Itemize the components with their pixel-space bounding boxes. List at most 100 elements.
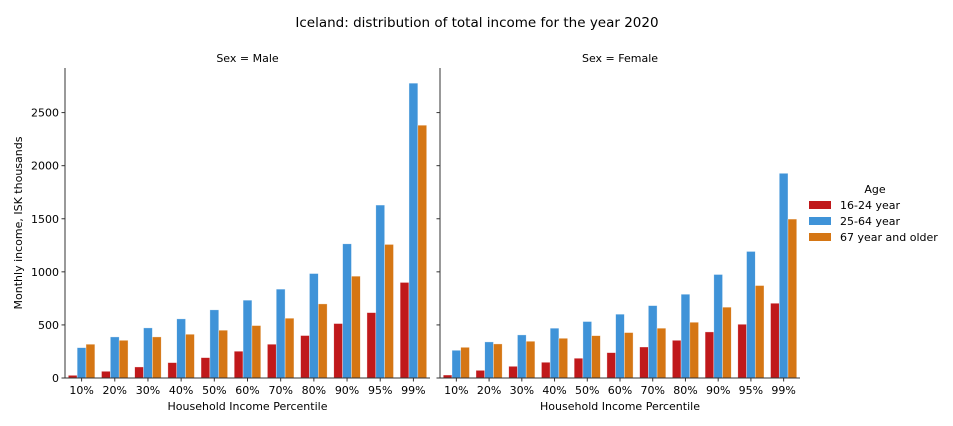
bar-16-24-year-90%	[333, 323, 343, 379]
bar-16-24-year-80%	[300, 335, 310, 379]
x-tick-label: 70%	[268, 384, 292, 397]
x-tick-label: 20%	[103, 384, 127, 397]
bar-25-64-year-10%	[451, 349, 462, 379]
x-tick-label: 40%	[542, 384, 566, 397]
bar-16-24-year-20%	[101, 371, 111, 379]
bar-25-64-year-99%	[408, 82, 419, 379]
legend-label: 25-64 year	[840, 215, 900, 228]
bar-25-64-year-80%	[309, 273, 319, 379]
bar-67-year-and-older-95%	[384, 244, 394, 379]
x-tick-label: 95%	[368, 384, 392, 397]
x-tick-label: 90%	[335, 384, 359, 397]
bar-16-24-year-70%	[267, 343, 277, 379]
legend-label: 67 year and older	[840, 231, 938, 244]
x-tick-label: 90%	[706, 384, 730, 397]
bar-67-year-and-older-80%	[689, 321, 699, 379]
x-tick-label: 30%	[136, 384, 160, 397]
bar-67-year-and-older-30%	[152, 336, 162, 379]
legend-label: 16-24 year	[840, 199, 900, 212]
bar-67-year-and-older-90%	[722, 306, 732, 379]
bar-67-year-and-older-20%	[118, 340, 129, 379]
x-tick-label: 95%	[739, 384, 763, 397]
bar-16-24-year-70%	[639, 346, 649, 379]
bar-25-64-year-80%	[680, 293, 691, 379]
bar-16-24-year-40%	[541, 361, 551, 379]
y-tick-label: 1500	[31, 213, 59, 226]
bar-67-year-and-older-95%	[754, 285, 765, 379]
legend-swatch	[809, 217, 831, 225]
x-axis-label: Household Income Percentile	[168, 400, 328, 413]
panel-female: Sex = Female 10% 20% 30% 40% 50% 60% 70% 80% 90% 9…	[436, 52, 800, 413]
bar-16-24-year-90%	[704, 331, 715, 379]
bar-67-year-and-older-99%	[417, 124, 427, 379]
bar-25-64-year-90%	[713, 274, 723, 379]
x-tick-label: 40%	[169, 384, 193, 397]
bar-67-year-and-older-70%	[284, 317, 295, 379]
y-tick-label: 500	[38, 319, 59, 332]
bar-16-24-year-99%	[770, 302, 780, 379]
legend: Age 16-24 year 25-64 year 67 year and olde…	[809, 183, 938, 244]
x-tick-label: 60%	[235, 384, 259, 397]
x-tick-label: 10%	[69, 384, 93, 397]
bar-67-year-and-older-20%	[493, 343, 503, 379]
bar-16-24-year-20%	[475, 370, 486, 379]
y-tick-label: 0	[52, 372, 59, 385]
bar-16-24-year-60%	[606, 352, 616, 379]
x-tick-label: 10%	[444, 384, 468, 397]
x-tick-label: 70%	[641, 384, 665, 397]
bar-25-64-year-70%	[275, 288, 286, 379]
y-tick-label: 1000	[31, 266, 59, 279]
bar-67-year-and-older-99%	[787, 218, 798, 379]
bar-25-64-year-95%	[746, 251, 756, 379]
bar-25-64-year-90%	[342, 243, 352, 379]
bar-25-64-year-30%	[143, 327, 153, 379]
x-tick-label: 80%	[673, 384, 697, 397]
bar-25-64-year-40%	[549, 327, 560, 379]
bar-25-64-year-95%	[375, 204, 385, 379]
bar-25-64-year-99%	[778, 173, 789, 379]
bar-16-24-year-40%	[167, 362, 178, 379]
bar-67-year-and-older-50%	[218, 329, 228, 379]
bar-16-24-year-95%	[737, 323, 747, 379]
legend-swatch	[809, 201, 831, 209]
bar-67-year-and-older-60%	[624, 332, 634, 379]
bar-67-year-and-older-40%	[185, 333, 195, 379]
bar-25-64-year-30%	[517, 334, 527, 379]
x-axis-label: Household Income Percentile	[540, 400, 700, 413]
bar-16-24-year-30%	[508, 366, 518, 379]
legend-swatch	[809, 233, 831, 241]
bar-25-64-year-60%	[615, 313, 625, 379]
bar-67-year-and-older-40%	[558, 337, 568, 379]
bar-25-64-year-20%	[484, 341, 494, 379]
y-axis-label: Monthly income, ISK thousands	[12, 136, 25, 309]
chart-title: Iceland: distribution of total income fo…	[295, 15, 658, 31]
x-tick-label: 50%	[202, 384, 226, 397]
legend-title: Age	[864, 183, 886, 196]
x-tick-label: 20%	[477, 384, 501, 397]
bar-67-year-and-older-90%	[351, 275, 361, 379]
x-tick-label: 60%	[608, 384, 632, 397]
bar-16-24-year-30%	[134, 366, 144, 379]
bar-67-year-and-older-10%	[85, 343, 96, 379]
x-tick-label: 80%	[302, 384, 326, 397]
x-tick-label: 50%	[575, 384, 599, 397]
panel-male: Sex = Male 0 500 1000 1500 2000 2500 10% 20% 30% 4…	[31, 52, 430, 413]
y-tick-label: 2500	[31, 107, 59, 120]
bar-25-64-year-20%	[110, 336, 120, 379]
bar-67-year-and-older-30%	[525, 340, 536, 379]
bar-25-64-year-50%	[209, 309, 220, 379]
x-tick-label: 99%	[401, 384, 425, 397]
bar-25-64-year-70%	[648, 305, 658, 379]
x-tick-label: 99%	[771, 384, 795, 397]
panel-title: Sex = Female	[582, 52, 658, 65]
bar-25-64-year-60%	[242, 299, 253, 379]
bar-25-64-year-40%	[176, 318, 186, 379]
bar-67-year-and-older-50%	[591, 335, 601, 379]
x-tick-label: 30%	[510, 384, 534, 397]
y-tick-label: 2000	[31, 160, 59, 173]
bar-16-24-year-60%	[233, 350, 244, 379]
bar-16-24-year-80%	[672, 340, 682, 379]
bar-67-year-and-older-80%	[317, 303, 328, 379]
bar-16-24-year-50%	[573, 357, 584, 379]
bar-67-year-and-older-70%	[656, 327, 667, 379]
